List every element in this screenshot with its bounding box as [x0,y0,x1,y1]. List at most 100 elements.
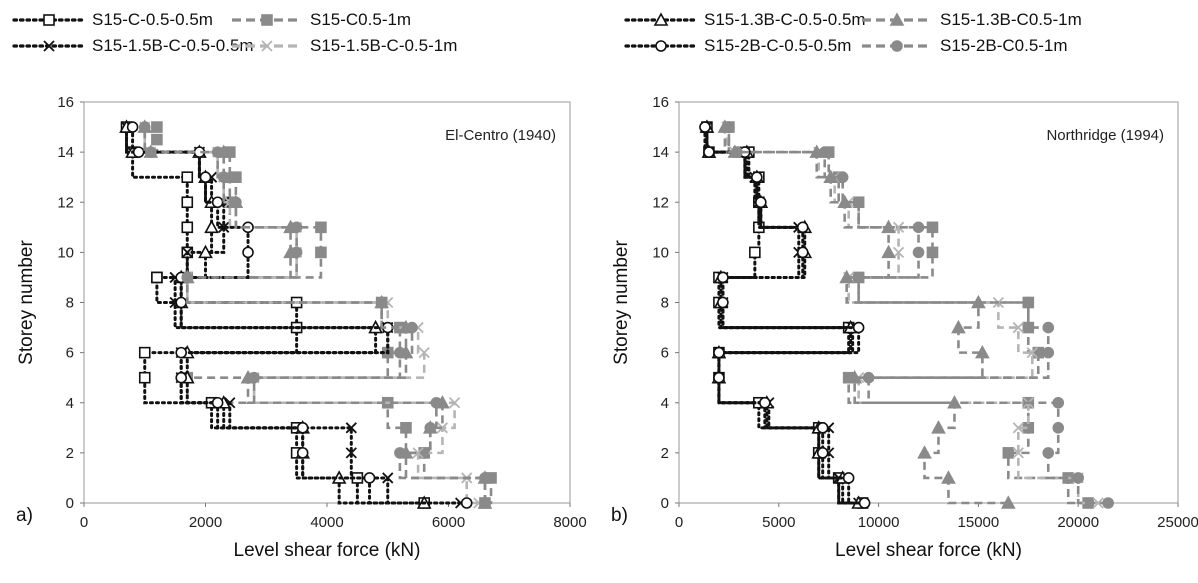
data-point [1072,472,1085,484]
chart-panel-a: 0 2 4 6 8 10 12 14 16 0 2000 4000 6000 8000 Level shea… [16,94,587,561]
data-point [145,146,157,158]
panel-label: a) [16,505,33,526]
data-point [211,196,224,209]
series-s15-2b-c0-5-1m [723,121,1114,509]
series-line [131,125,469,505]
legend-swatch [12,40,86,52]
legend-label: S15-1.3B-C0.5-1m [940,10,1082,29]
data-point [703,146,715,158]
x-tick-label: 8000 [553,514,586,531]
data-point [713,371,725,384]
y-tick-label: 12 [57,194,74,211]
y-tick-label: 6 [661,345,669,362]
data-point [175,371,187,384]
data-point [816,422,829,434]
series-s15-2b-c0-5-1m [138,121,491,509]
data-point [126,121,139,133]
legend-swatch [624,40,698,52]
data-point [862,371,875,384]
data-point [448,397,461,409]
x-axis-label: Level shear force (kN) [234,540,421,561]
y-tick-label: 14 [57,144,74,161]
x-tick-label: 5000 [762,514,795,531]
legend-item-s15-c0-5-1m: S15-C0.5-1m [228,8,411,32]
x-axis-label: Level shear force (kN) [835,540,1022,561]
legend-item-s15-c-0-5-0-5m: S15-C-0.5-0.5m [10,8,213,32]
data-point [759,396,771,409]
data-point [375,296,388,309]
data-point [1092,497,1104,509]
data-point [363,472,376,484]
data-point [975,344,990,359]
data-point [211,396,224,409]
data-point [1022,296,1035,309]
legend-marker [43,14,55,26]
series-s15-c0-5-1m [723,121,1094,509]
data-point [400,422,412,434]
data-point [181,246,193,259]
x-tick-label: 4000 [310,514,343,531]
legend-marker [653,12,669,26]
y-tick-label: 4 [661,395,669,412]
data-point [479,472,491,484]
data-point [858,497,871,509]
legend-swatch [232,40,302,52]
data-point [430,396,443,409]
data-point [296,422,309,434]
data-point [230,196,242,209]
data-point [175,346,187,359]
data-point [852,271,865,284]
chart-panel-b: 0 2 4 6 8 10 12 14 16 0 5000 10000 15000 20000 25000 Le… [611,94,1198,561]
y-axis-label: Storey number [611,240,632,365]
series-line [705,125,861,505]
data-point [138,346,151,359]
data-point [1002,447,1015,459]
series-s15-1-3b-c-0-5-0-5m [119,119,432,509]
data-point [717,271,729,284]
legend-marker [261,40,273,52]
legend-marker [43,40,55,52]
data-point [151,133,163,146]
legend-label: S15-2B-C-0.5-0.5m [704,36,852,55]
data-point [204,219,219,234]
data-point [181,196,194,209]
data-point [941,470,956,484]
data-point [731,146,743,158]
series-s15-c-0-5-0-5m [120,121,431,509]
data-point [151,121,163,133]
data-point [345,422,357,434]
data-point [242,246,254,259]
data-point [217,171,230,183]
data-point [852,321,865,334]
data-point [1026,346,1038,359]
legend-item-s15-1-3b-c0-5-1m: S15-1.3B-C0.5-1m [858,8,1082,32]
series-line [725,127,1099,505]
data-point [394,346,406,359]
data-point [248,371,260,384]
series-line [125,125,426,505]
y-tick-label: 8 [66,295,74,312]
legend-marker [655,40,667,52]
legend-marker [891,40,903,52]
chart-annotation: El-Centro (1940) [445,127,556,144]
legend-label: S15-C0.5-1m [310,10,412,29]
data-point [406,321,418,334]
data-point [290,221,303,234]
data-point [847,370,862,384]
data-point [699,121,711,133]
data-point [751,171,763,183]
data-point [926,221,939,234]
y-axis-label: Storey number [16,240,37,365]
data-point [926,246,939,259]
data-point [198,244,213,259]
data-point [1042,346,1055,359]
data-point [931,420,946,434]
y-tick-label: 4 [66,395,74,412]
x-tick-label: 2000 [189,514,222,531]
data-point [816,447,829,459]
data-point [1042,321,1055,334]
data-point [842,472,855,484]
data-point [1012,422,1024,434]
legend-label: S15-1.5B-C-0.5-0.5m [92,36,254,55]
legend-marker [261,14,273,26]
